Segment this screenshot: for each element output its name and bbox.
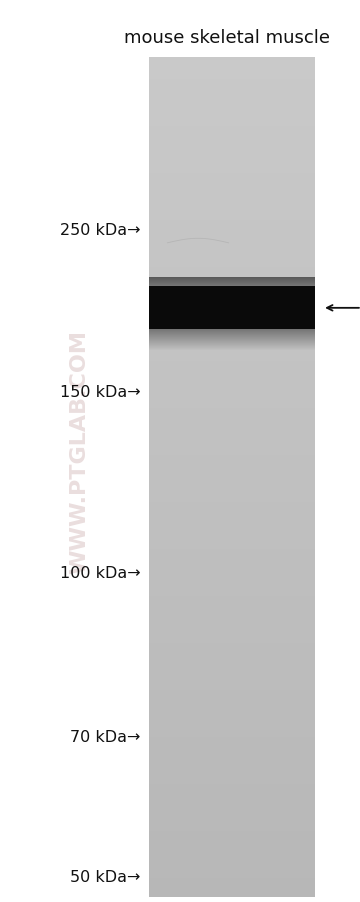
Text: WWW.PTGLAB.COM: WWW.PTGLAB.COM <box>69 329 89 573</box>
Text: 250 kDa→: 250 kDa→ <box>60 223 140 237</box>
Text: 150 kDa→: 150 kDa→ <box>60 385 140 400</box>
Text: mouse skeletal muscle: mouse skeletal muscle <box>124 29 330 47</box>
Text: 70 kDa→: 70 kDa→ <box>70 730 140 744</box>
Text: 100 kDa→: 100 kDa→ <box>60 566 140 580</box>
Bar <box>149 287 315 330</box>
Text: 50 kDa→: 50 kDa→ <box>70 870 140 884</box>
